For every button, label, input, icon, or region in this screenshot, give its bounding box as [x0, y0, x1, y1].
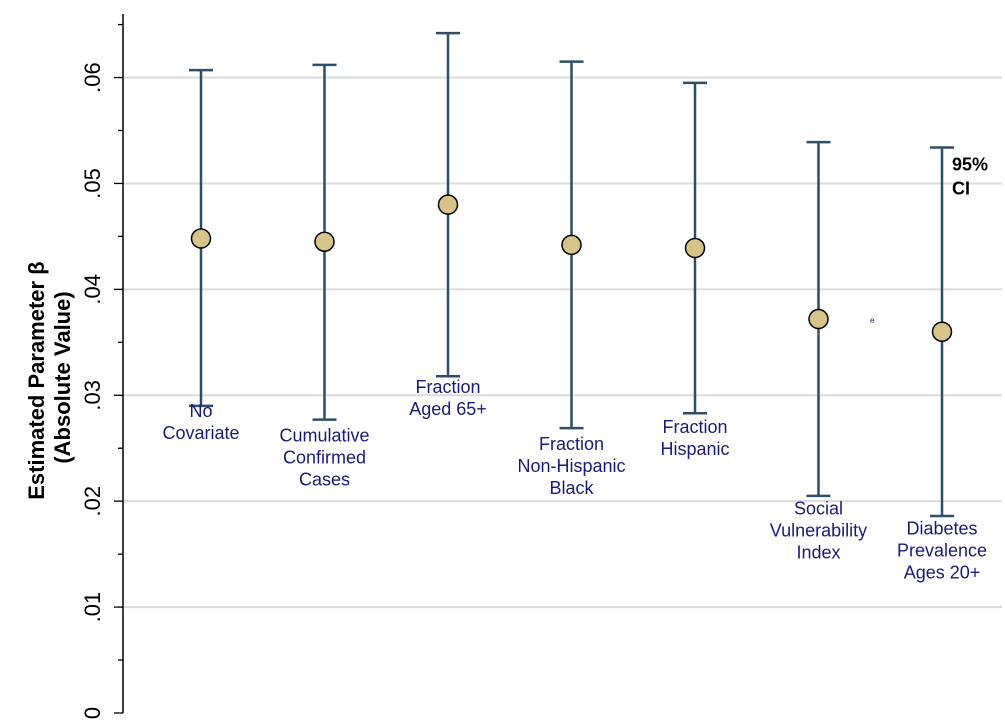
category-label-line: Diabetes — [906, 519, 977, 539]
y-tick-label-6: .06 — [80, 62, 105, 93]
gridlines — [123, 76, 1002, 609]
stray-mark: e — [870, 316, 875, 325]
category-label-line: Ages 20+ — [904, 563, 981, 583]
category-label-line: Non-Hispanic — [517, 456, 625, 476]
estimate-marker — [561, 234, 582, 256]
y-axis-title-line-2: (Absolute Value) — [50, 291, 75, 463]
ci-annotation: 95% CI — [952, 155, 993, 199]
category-label-line: Aged 65+ — [409, 399, 487, 419]
category-label-line: Fraction — [539, 434, 604, 454]
category-label-line: Fraction — [662, 417, 727, 437]
y-tick-label-3: .03 — [80, 380, 105, 411]
category-label-line: Social — [794, 499, 843, 519]
estimate-marker — [931, 321, 953, 342]
category-label-line: Cases — [299, 470, 350, 490]
category-label-line: No — [189, 401, 212, 421]
y-axis-title: Estimated Parameter β (Absolute Value) — [24, 255, 75, 500]
category-label-line: Hispanic — [660, 439, 729, 459]
point-group-3 — [559, 60, 584, 430]
estimates-series — [189, 31, 954, 518]
category-label-line: Cumulative — [279, 426, 369, 446]
estimate-marker — [314, 231, 335, 252]
y-tick-label-1: .01 — [80, 592, 105, 623]
point-group-6 — [930, 146, 954, 518]
ci-annotation-line-1: 95% — [952, 155, 988, 175]
y-tick-label-0: 0 — [80, 707, 105, 719]
y-tick-label-2: .02 — [80, 486, 105, 517]
category-label-0: No Covariate — [162, 401, 239, 443]
y-tick-labels: 0 .01 .02 .03 .04 .05 .06 — [80, 62, 105, 719]
category-label-line: Black — [549, 478, 594, 498]
category-label-line: Vulnerability — [770, 521, 867, 541]
y-axis-title-line-1: Estimated Parameter β — [24, 261, 49, 499]
category-label-4: Fraction Hispanic — [660, 417, 729, 459]
ci-annotation-line-2: CI — [952, 179, 970, 199]
category-label-1: Cumulative Confirmed Cases — [279, 426, 369, 490]
category-label-line: Prevalence — [897, 541, 987, 561]
point-group-1 — [312, 63, 337, 421]
category-label-line: Fraction — [415, 377, 480, 397]
point-group-5 — [806, 140, 831, 498]
estimate-marker — [190, 228, 212, 249]
point-group-0 — [189, 68, 213, 408]
estimate-marker — [808, 308, 829, 330]
category-label-line: Covariate — [162, 423, 239, 443]
category-labels: No Covariate Cumulative Confirmed Cases Fract… — [162, 377, 987, 583]
estimate-marker — [684, 237, 706, 259]
y-tick-label-4: .04 — [80, 274, 105, 305]
point-group-2 — [436, 31, 460, 378]
category-label-line: Confirmed — [283, 448, 366, 468]
y-tick-label-5: .05 — [80, 168, 105, 199]
category-label-line: Index — [796, 543, 840, 563]
estimate-marker — [437, 194, 459, 215]
category-label-3: Fraction Non-Hispanic Black — [517, 434, 625, 498]
y-axis — [114, 14, 124, 714]
category-label-2: Fraction Aged 65+ — [409, 377, 487, 419]
category-label-5: Social Vulnerability Index — [770, 499, 867, 563]
point-group-4 — [683, 81, 707, 415]
category-label-6: Diabetes Prevalence Ages 20+ — [897, 519, 987, 583]
